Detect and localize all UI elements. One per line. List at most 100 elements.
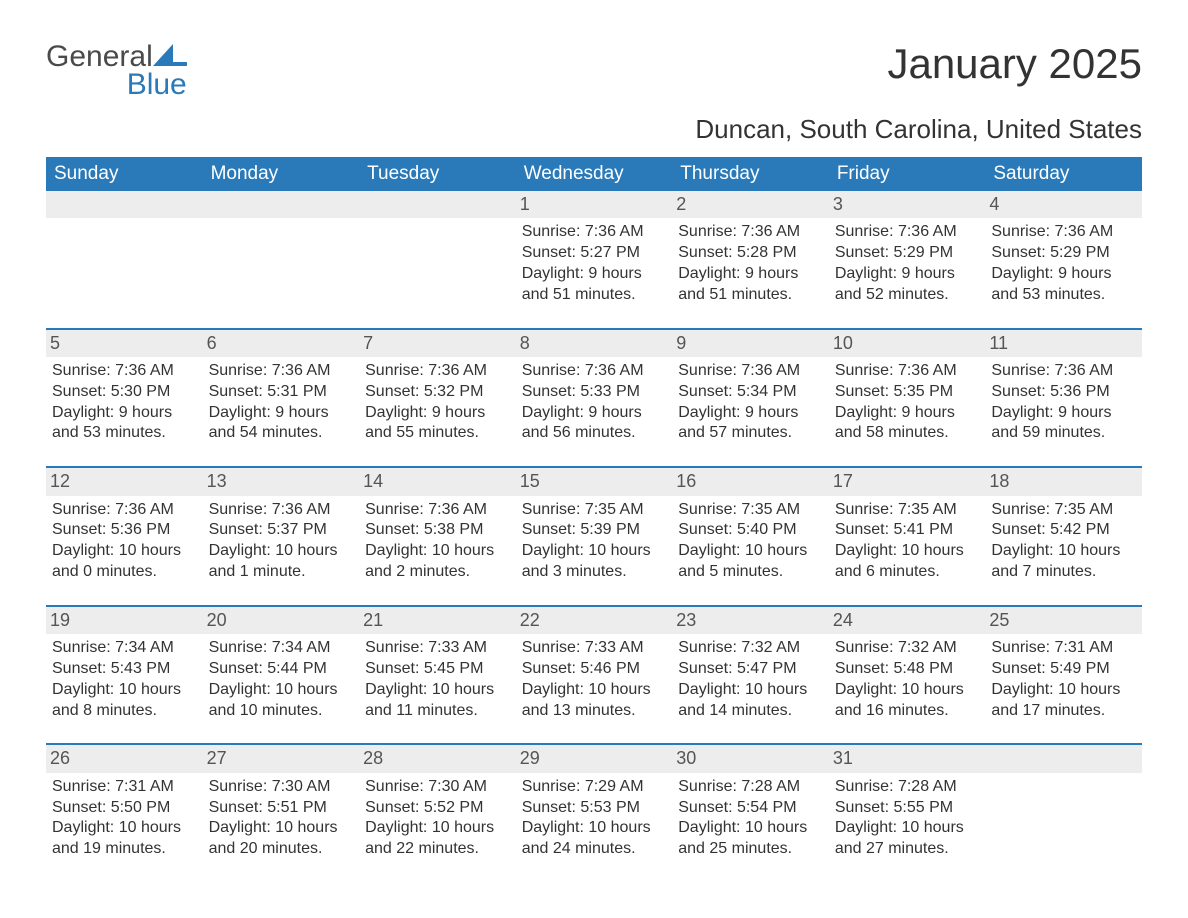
sunset-text: Sunset: 5:51 PM [209, 798, 354, 819]
sunset-text: Sunset: 5:33 PM [522, 382, 667, 403]
day-info: Sunrise: 7:36 AMSunset: 5:34 PMDaylight:… [678, 361, 823, 444]
day-number: 13 [203, 468, 360, 495]
sunrise-text: Sunrise: 7:36 AM [365, 361, 510, 382]
calendar-day-cell: 22 Sunrise: 7:33 AMSunset: 5:46 PMDayligh… [516, 606, 673, 745]
sunrise-text: Sunrise: 7:35 AM [835, 500, 980, 521]
sunset-text: Sunset: 5:38 PM [365, 520, 510, 541]
day-info: Sunrise: 7:36 AMSunset: 5:37 PMDaylight:… [209, 500, 354, 583]
calendar-day-cell: 1Sunrise: 7:36 AMSunset: 5:27 PMDaylight… [516, 191, 673, 329]
calendar-day-cell: 25Sunrise: 7:31 AMSunset: 5:49 PMDayligh… [985, 606, 1142, 745]
day-number: 6 [203, 330, 360, 357]
sunset-text: Sunset: 5:36 PM [52, 520, 197, 541]
day-info: Sunrise: 7:36 AMSunset: 5:28 PMDaylight:… [678, 222, 823, 305]
calendar-week-row: 1Sunrise: 7:36 AMSunset: 5:27 PMDaylight… [46, 191, 1142, 329]
day-number: 7 [359, 330, 516, 357]
sunset-text: Sunset: 5:46 PM [522, 659, 667, 680]
sunrise-text: Sunrise: 7:28 AM [678, 777, 823, 798]
day-info: Sunrise: 7:32 AMSunset: 5:47 PMDaylight:… [678, 638, 823, 721]
day-number: 30 [672, 745, 829, 772]
calendar-day-cell: 17Sunrise: 7:35 AMSunset: 5:41 PMDayligh… [829, 467, 986, 606]
day-info: Sunrise: 7:35 AMSunset: 5:39 PMDaylight:… [522, 500, 667, 583]
sunrise-text: Sunrise: 7:31 AM [52, 777, 197, 798]
day-number: 22 [516, 607, 673, 634]
calendar-day-cell: 20Sunrise: 7:34 AMSunset: 5:44 PMDayligh… [203, 606, 360, 745]
day-number: 25 [985, 607, 1142, 634]
day-number: 9 [672, 330, 829, 357]
sunset-text: Sunset: 5:53 PM [522, 798, 667, 819]
calendar-week-row: 5Sunrise: 7:36 AMSunset: 5:30 PMDaylight… [46, 329, 1142, 468]
sunrise-text: Sunrise: 7:36 AM [835, 222, 980, 243]
daylight-text: Daylight: 9 hours and 53 minutes. [991, 264, 1136, 306]
day-number: 1 [516, 191, 673, 218]
calendar-day-cell: 21Sunrise: 7:33 AMSunset: 5:45 PMDayligh… [359, 606, 516, 745]
sunset-text: Sunset: 5:34 PM [678, 382, 823, 403]
sunrise-text: Sunrise: 7:36 AM [678, 361, 823, 382]
sunset-text: Sunset: 5:35 PM [835, 382, 980, 403]
sunset-text: Sunset: 5:47 PM [678, 659, 823, 680]
sunset-text: Sunset: 5:28 PM [678, 243, 823, 264]
day-number: 23 [672, 607, 829, 634]
daylight-text: Daylight: 10 hours and 7 minutes. [991, 541, 1136, 583]
day-number: 21 [359, 607, 516, 634]
sunrise-text: Sunrise: 7:36 AM [835, 361, 980, 382]
weekday-header: Sunday [46, 157, 203, 191]
day-number: 4 [985, 191, 1142, 218]
sunrise-text: Sunrise: 7:36 AM [209, 361, 354, 382]
daylight-text: Daylight: 10 hours and 2 minutes. [365, 541, 510, 583]
daylight-text: Daylight: 10 hours and 3 minutes. [522, 541, 667, 583]
weekday-header: Saturday [985, 157, 1142, 191]
calendar-day-cell: 6Sunrise: 7:36 AMSunset: 5:31 PMDaylight… [203, 329, 360, 468]
day-info: Sunrise: 7:32 AMSunset: 5:48 PMDaylight:… [835, 638, 980, 721]
day-number: 8 [516, 330, 673, 357]
calendar-day-cell: 12Sunrise: 7:36 AMSunset: 5:36 PMDayligh… [46, 467, 203, 606]
calendar-day-cell: 19Sunrise: 7:34 AMSunset: 5:43 PMDayligh… [46, 606, 203, 745]
day-number: 11 [985, 330, 1142, 357]
daylight-text: Daylight: 9 hours and 54 minutes. [209, 403, 354, 445]
sunset-text: Sunset: 5:37 PM [209, 520, 354, 541]
calendar-day-cell: 13 Sunrise: 7:36 AMSunset: 5:37 PMDayligh… [203, 467, 360, 606]
daylight-text: Daylight: 10 hours and 27 minutes. [835, 818, 980, 860]
sunrise-text: Sunrise: 7:36 AM [991, 222, 1136, 243]
sunset-text: Sunset: 5:48 PM [835, 659, 980, 680]
calendar-day-cell: 26Sunrise: 7:31 AMSunset: 5:50 PMDayligh… [46, 744, 203, 882]
calendar-day-cell [46, 191, 203, 329]
day-info: Sunrise: 7:35 AMSunset: 5:42 PMDaylight:… [991, 500, 1136, 583]
daylight-text: Daylight: 10 hours and 14 minutes. [678, 680, 823, 722]
logo: General Blue [46, 40, 187, 100]
daylight-text: Daylight: 10 hours and 0 minutes. [52, 541, 197, 583]
day-number: 18 [985, 468, 1142, 495]
sunrise-text: Sunrise: 7:30 AM [209, 777, 354, 798]
sail-icon [153, 44, 187, 66]
weekday-header: Thursday [672, 157, 829, 191]
sunset-text: Sunset: 5:36 PM [991, 382, 1136, 403]
weekday-header: Monday [203, 157, 360, 191]
sunrise-text: Sunrise: 7:33 AM [522, 638, 667, 659]
sunrise-text: Sunrise: 7:35 AM [991, 500, 1136, 521]
day-info: Sunrise: 7:34 AMSunset: 5:44 PMDaylight:… [209, 638, 354, 721]
sunrise-text: Sunrise: 7:36 AM [678, 222, 823, 243]
day-info: Sunrise: 7:31 AMSunset: 5:50 PMDaylight:… [52, 777, 197, 860]
calendar-day-cell: 2Sunrise: 7:36 AMSunset: 5:28 PMDaylight… [672, 191, 829, 329]
sunset-text: Sunset: 5:54 PM [678, 798, 823, 819]
calendar-day-cell: 8 Sunrise: 7:36 AMSunset: 5:33 PMDaylight… [516, 329, 673, 468]
calendar-day-cell: 11Sunrise: 7:36 AMSunset: 5:36 PMDayligh… [985, 329, 1142, 468]
day-info: Sunrise: 7:36 AMSunset: 5:33 PMDaylight:… [522, 361, 667, 444]
day-info: Sunrise: 7:36 AMSunset: 5:29 PMDaylight:… [991, 222, 1136, 305]
daylight-text: Daylight: 9 hours and 51 minutes. [678, 264, 823, 306]
daylight-text: Daylight: 10 hours and 13 minutes. [522, 680, 667, 722]
calendar-week-row: 19Sunrise: 7:34 AMSunset: 5:43 PMDayligh… [46, 606, 1142, 745]
day-info: Sunrise: 7:36 AMSunset: 5:29 PMDaylight:… [835, 222, 980, 305]
sunset-text: Sunset: 5:32 PM [365, 382, 510, 403]
sunset-text: Sunset: 5:50 PM [52, 798, 197, 819]
calendar-day-cell: 29Sunrise: 7:29 AMSunset: 5:53 PMDayligh… [516, 744, 673, 882]
day-info: Sunrise: 7:36 AMSunset: 5:38 PMDaylight:… [365, 500, 510, 583]
sunrise-text: Sunrise: 7:34 AM [52, 638, 197, 659]
day-info: Sunrise: 7:30 AMSunset: 5:52 PMDaylight:… [365, 777, 510, 860]
sunset-text: Sunset: 5:55 PM [835, 798, 980, 819]
daylight-text: Daylight: 9 hours and 58 minutes. [835, 403, 980, 445]
sunset-text: Sunset: 5:49 PM [991, 659, 1136, 680]
sunrise-text: Sunrise: 7:28 AM [835, 777, 980, 798]
calendar-day-cell: 18 Sunrise: 7:35 AMSunset: 5:42 PMDayligh… [985, 467, 1142, 606]
calendar-day-cell: 30Sunrise: 7:28 AMSunset: 5:54 PMDayligh… [672, 744, 829, 882]
day-number: 5 [46, 330, 203, 357]
